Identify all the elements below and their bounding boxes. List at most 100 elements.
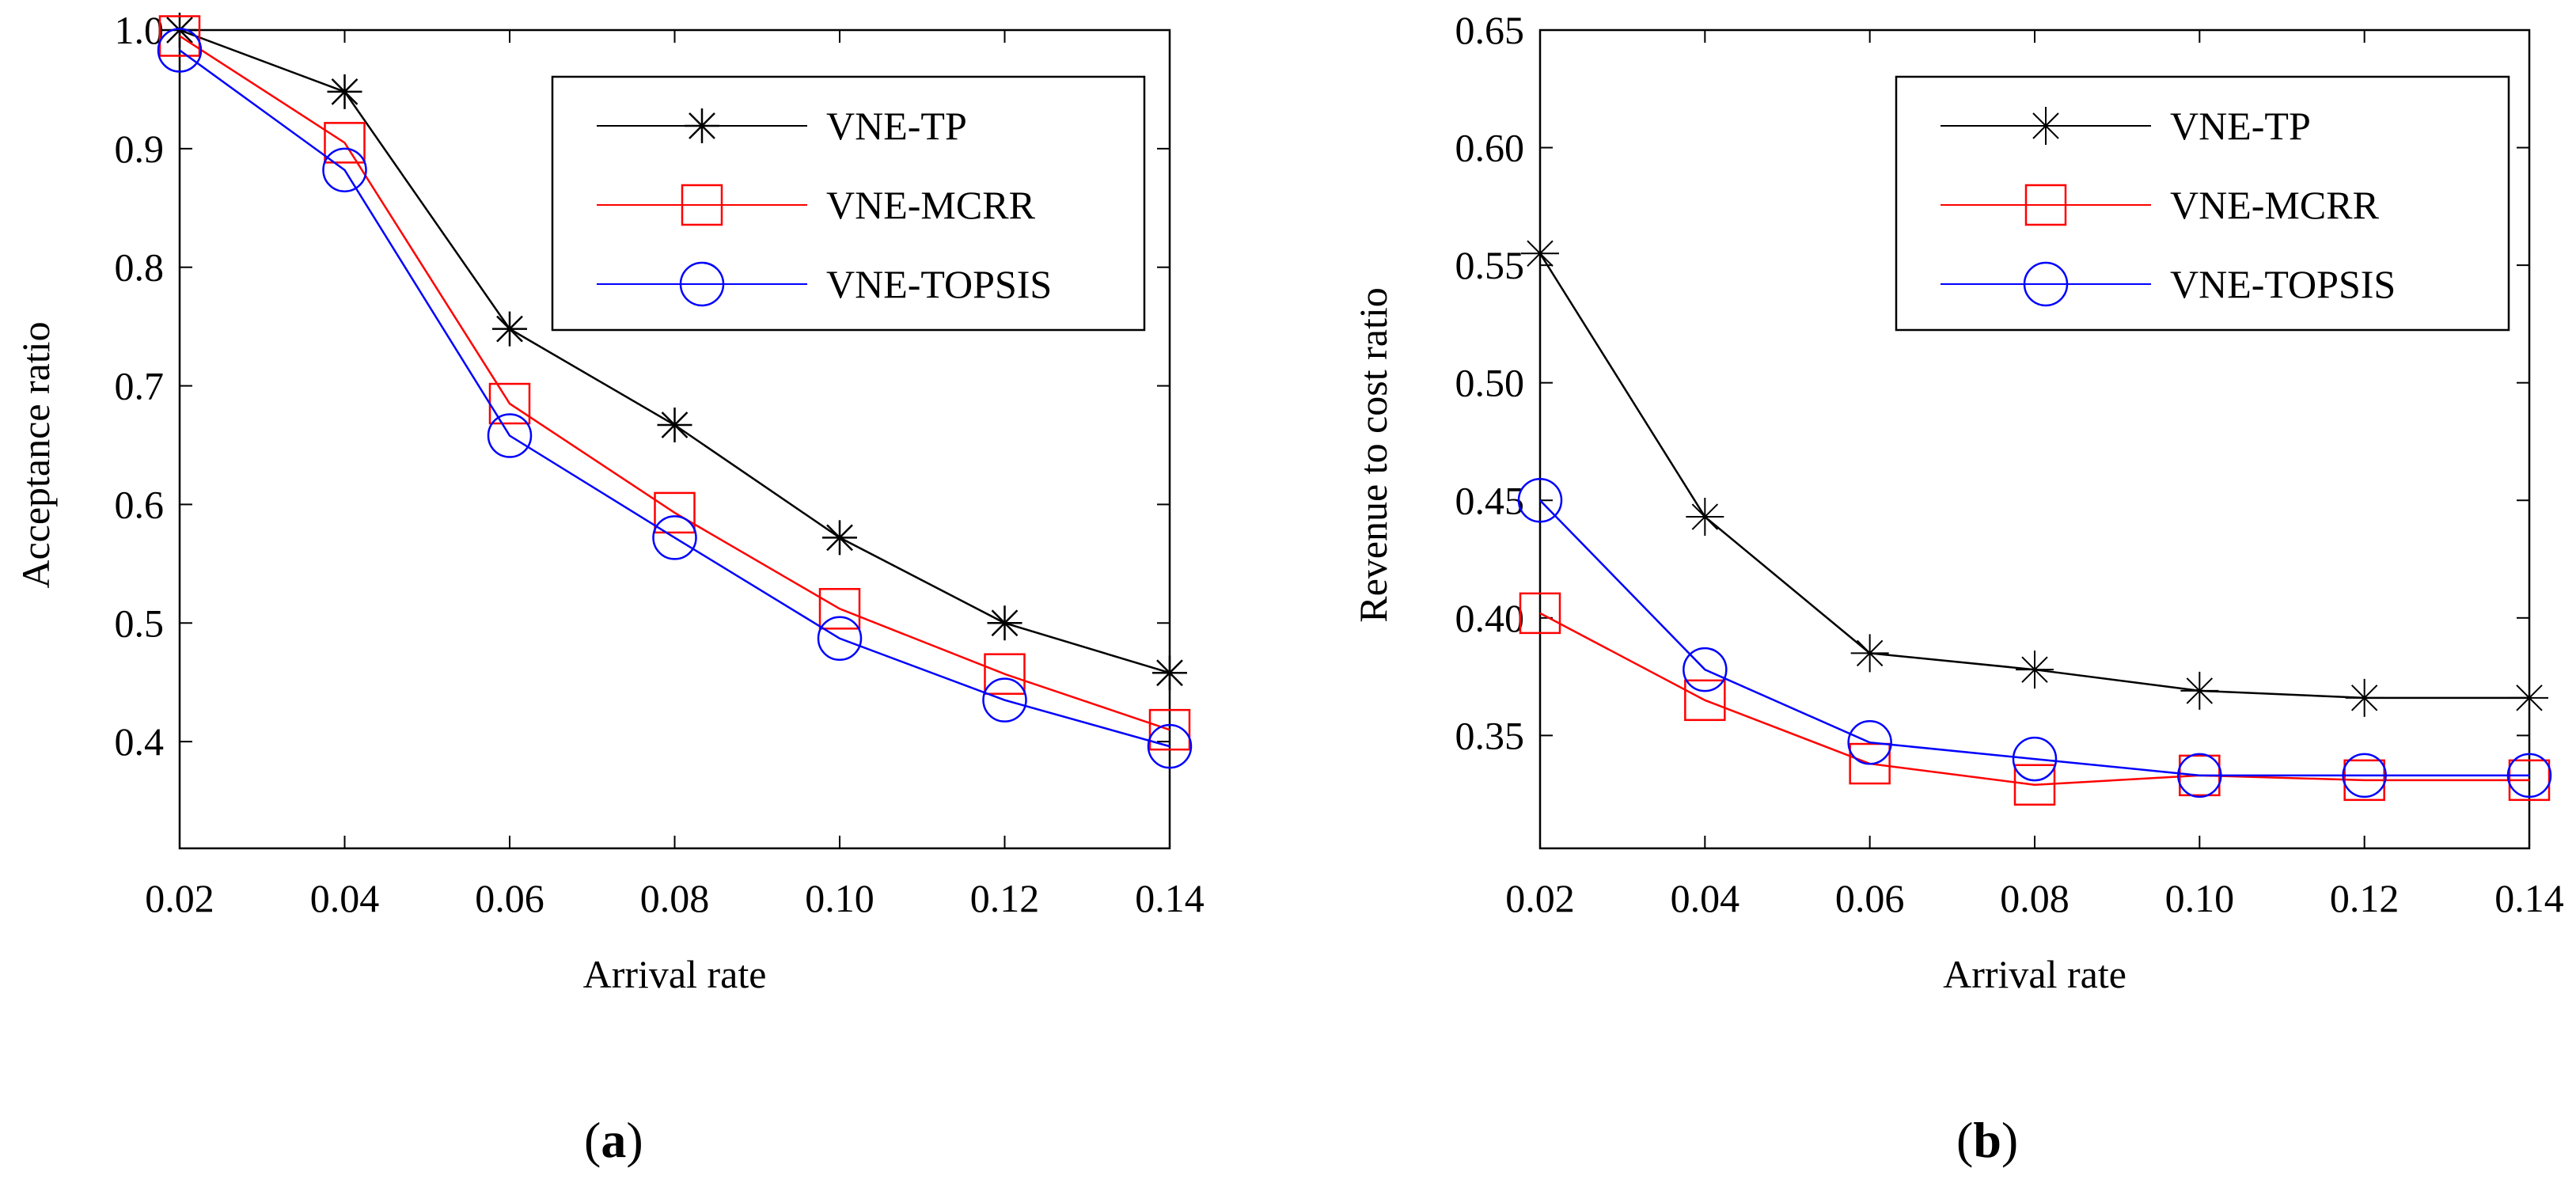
y-axis-title: Acceptance ratio [13,321,58,588]
y-axis-title: Revenue to cost ratio [1351,287,1395,623]
series-line [1539,612,2529,787]
data-point [1683,647,1728,692]
panel-label: (b) [1956,1112,2018,1168]
panel-label-paren: ( [584,1112,601,1168]
series-line [179,49,1170,748]
data-point [322,147,367,193]
data-point [157,28,203,73]
data-point [162,13,197,47]
legend-box [1895,75,2510,332]
y-tick-label: 0.9 [115,127,165,171]
series-line [1539,499,2529,777]
chart-panel-a: 0.02 0.04 0.06 0.08 0.10 0.12 0.14 0.4 0.5 0.6 0.7… [13,8,1205,1168]
x-tick-label: 0.02 [145,876,214,920]
data-point [1517,478,1563,523]
data-point [1152,655,1187,691]
y-tick-label: 1.0 [115,8,165,52]
x-tick-label: 0.10 [805,876,874,920]
y-tick-label: 0.40 [1455,596,1525,640]
legend-marker [681,184,723,226]
legend-marker [2023,261,2069,307]
series-vne-topsis [157,28,1193,769]
data-point [2343,759,2385,802]
series-vne-mcrr [1519,592,2551,806]
legend-marker [685,108,719,143]
data-point [1686,498,1724,537]
x-tick-label: 0.14 [2494,876,2564,920]
x-tick-label: 0.06 [475,876,544,920]
panel-label: (a) [584,1112,643,1168]
legend-label: VNE-TP [826,104,967,148]
y-tick-label: 0.8 [115,245,165,290]
y-tick-label: 0.50 [1455,361,1525,405]
legend: VNE-TP VNE-MCRR VNE-TOPSIS [551,75,1146,332]
y-tick-label: 0.55 [1455,243,1525,287]
data-point [2510,678,2548,717]
panel-label-letter: a [601,1112,626,1168]
data-point [1684,679,1726,722]
data-point [492,311,527,347]
series-vne-topsis [1517,478,2552,798]
data-point [1847,720,1892,765]
data-point [1148,708,1191,751]
data-point [2013,764,2056,806]
y-tick-label: 0.45 [1455,478,1525,522]
series-line [179,35,1170,731]
x-tick-label: 0.12 [970,876,1040,920]
data-point [487,413,533,458]
x-tick-label: 0.06 [1835,876,1905,920]
y-tick-label: 0.7 [115,364,165,408]
legend-label: VNE-TOPSIS [2170,262,2396,306]
x-tick-label: 0.04 [310,876,380,920]
x-tick-label: 0.08 [2000,876,2070,920]
data-point [158,15,201,57]
data-point [1849,742,1891,785]
data-point [984,653,1026,695]
data-point [987,605,1022,641]
data-point [1519,592,1561,635]
y-tick-label: 0.35 [1455,713,1525,757]
x-axis-title: Arrival rate [583,952,767,996]
series-vne-tp [162,13,1187,691]
data-point [982,677,1027,723]
data-point [2177,753,2222,798]
y-tick-label: 0.5 [115,601,165,645]
y-tick-label: 0.6 [115,482,165,526]
legend-marker [679,261,725,307]
panel-label-paren: ( [1956,1112,1973,1168]
data-point [817,616,863,662]
legend-label: VNE-MCRR [2170,183,2380,227]
x-tick-label: 0.12 [2330,876,2400,920]
legend: VNE-TP VNE-MCRR VNE-TOPSIS [1895,75,2510,332]
data-point [2345,678,2384,717]
y-tick-label: 0.4 [115,719,165,764]
data-point [2508,759,2551,802]
data-point [2342,753,2387,798]
data-point [1850,634,1889,673]
data-point [818,588,861,630]
panel-label-paren: ) [2001,1112,2018,1168]
data-point [657,408,692,443]
series-vne-tp [1521,234,2548,717]
x-tick-label: 0.10 [2165,876,2235,920]
x-tick-label: 0.02 [1505,876,1575,920]
legend-marker [2024,184,2067,226]
data-point [324,122,366,164]
data-point [2180,671,2219,710]
data-point [1147,723,1193,769]
legend-label: VNE-MCRR [826,183,1036,227]
data-point [1521,234,1559,273]
legend-box [551,75,1146,332]
x-axis-title: Arrival rate [1943,952,2126,996]
data-point [652,515,697,560]
data-point [654,491,696,534]
x-tick-label: 0.04 [1671,876,1740,920]
series-vne-mcrr [158,15,1191,751]
panel-label-letter: b [1973,1112,2001,1168]
data-point [2506,753,2552,798]
x-tick-label: 0.08 [640,876,710,920]
chart-panel-b: 0.02 0.04 0.06 0.08 0.10 0.12 0.14 0.35 0.40 0.45… [1351,8,2564,1168]
legend-marker [2027,107,2065,145]
x-tick-label: 0.14 [1135,876,1205,920]
